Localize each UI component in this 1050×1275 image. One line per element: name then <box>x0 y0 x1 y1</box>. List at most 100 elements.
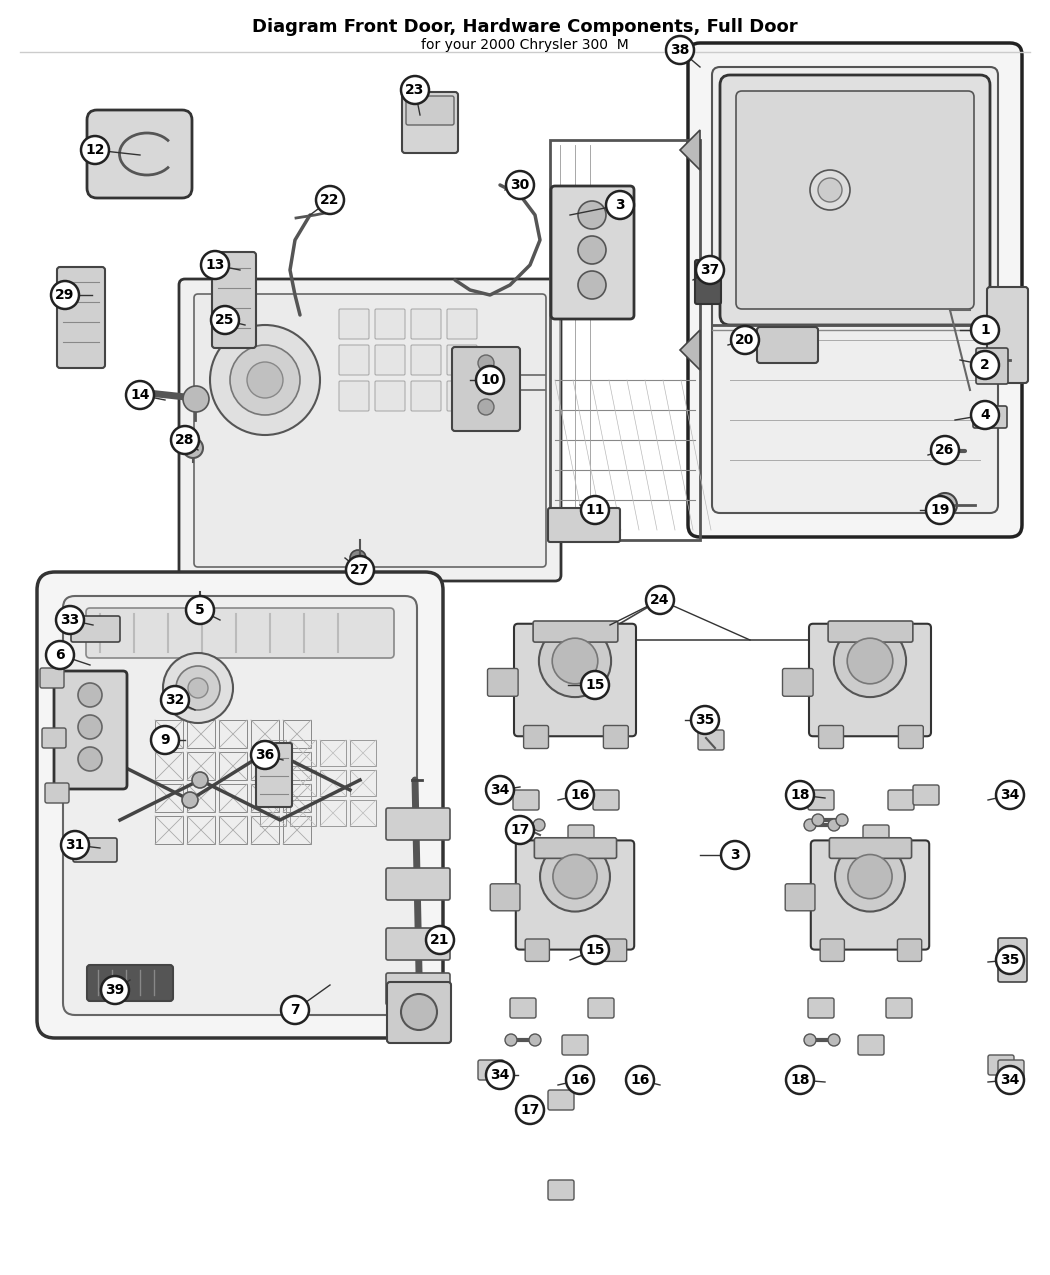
Circle shape <box>581 496 609 524</box>
FancyBboxPatch shape <box>757 326 818 363</box>
Text: 30: 30 <box>510 179 529 193</box>
Text: 31: 31 <box>65 838 85 852</box>
FancyBboxPatch shape <box>45 783 69 803</box>
Circle shape <box>505 1034 517 1046</box>
FancyBboxPatch shape <box>533 621 617 643</box>
Text: 18: 18 <box>791 1074 810 1088</box>
FancyBboxPatch shape <box>593 790 620 810</box>
FancyBboxPatch shape <box>212 252 256 348</box>
Circle shape <box>804 1034 816 1046</box>
Text: 34: 34 <box>1001 1074 1020 1088</box>
FancyBboxPatch shape <box>828 621 912 643</box>
Text: 3: 3 <box>730 848 740 862</box>
Text: 19: 19 <box>930 504 949 516</box>
Text: 24: 24 <box>650 593 670 607</box>
FancyBboxPatch shape <box>914 785 939 805</box>
Text: 16: 16 <box>570 1074 590 1088</box>
Circle shape <box>171 426 200 454</box>
Circle shape <box>804 819 816 831</box>
FancyBboxPatch shape <box>514 623 636 736</box>
FancyBboxPatch shape <box>551 186 634 319</box>
Circle shape <box>646 586 674 615</box>
Circle shape <box>848 854 892 899</box>
Circle shape <box>553 854 597 899</box>
FancyBboxPatch shape <box>510 998 536 1017</box>
FancyBboxPatch shape <box>819 725 843 748</box>
Circle shape <box>834 625 906 697</box>
FancyBboxPatch shape <box>720 75 990 325</box>
FancyBboxPatch shape <box>562 1035 588 1054</box>
FancyBboxPatch shape <box>375 346 405 375</box>
FancyBboxPatch shape <box>402 92 458 153</box>
FancyBboxPatch shape <box>57 266 105 368</box>
Circle shape <box>81 136 109 164</box>
Text: 11: 11 <box>585 504 605 516</box>
FancyBboxPatch shape <box>820 938 844 961</box>
Circle shape <box>46 641 74 669</box>
Text: 15: 15 <box>585 678 605 692</box>
FancyBboxPatch shape <box>973 405 1007 428</box>
Circle shape <box>210 325 320 435</box>
FancyBboxPatch shape <box>487 668 518 696</box>
FancyBboxPatch shape <box>339 309 369 339</box>
FancyBboxPatch shape <box>37 572 443 1038</box>
FancyBboxPatch shape <box>42 728 66 748</box>
Text: 18: 18 <box>791 788 810 802</box>
FancyBboxPatch shape <box>886 998 912 1017</box>
Text: 28: 28 <box>175 434 194 448</box>
Circle shape <box>666 36 694 64</box>
Circle shape <box>996 1066 1024 1094</box>
Circle shape <box>578 272 606 300</box>
Circle shape <box>971 402 999 428</box>
Text: 3: 3 <box>615 198 625 212</box>
Circle shape <box>478 377 493 393</box>
Text: 7: 7 <box>290 1003 300 1017</box>
Circle shape <box>696 256 724 284</box>
Circle shape <box>539 625 611 697</box>
FancyBboxPatch shape <box>375 381 405 411</box>
Circle shape <box>486 1061 514 1089</box>
Text: 15: 15 <box>585 944 605 958</box>
FancyBboxPatch shape <box>386 928 450 960</box>
Circle shape <box>188 678 208 697</box>
Circle shape <box>163 653 233 723</box>
FancyBboxPatch shape <box>54 671 127 789</box>
Circle shape <box>533 819 545 831</box>
FancyBboxPatch shape <box>976 348 1008 384</box>
FancyBboxPatch shape <box>863 825 889 845</box>
Text: 35: 35 <box>1001 952 1020 966</box>
FancyBboxPatch shape <box>63 595 417 1015</box>
Text: 34: 34 <box>1001 788 1020 802</box>
FancyBboxPatch shape <box>178 279 561 581</box>
Circle shape <box>182 792 198 808</box>
FancyBboxPatch shape <box>411 346 441 375</box>
Text: 26: 26 <box>936 442 954 456</box>
Circle shape <box>578 236 606 264</box>
Text: 6: 6 <box>56 648 65 662</box>
FancyBboxPatch shape <box>87 110 192 198</box>
Circle shape <box>540 842 610 912</box>
Circle shape <box>101 975 129 1003</box>
FancyBboxPatch shape <box>411 309 441 339</box>
Circle shape <box>509 819 521 831</box>
Circle shape <box>812 813 824 826</box>
Circle shape <box>786 782 814 810</box>
FancyBboxPatch shape <box>375 309 405 339</box>
Circle shape <box>931 436 959 464</box>
Circle shape <box>78 683 102 708</box>
FancyBboxPatch shape <box>525 938 549 961</box>
Circle shape <box>281 996 309 1024</box>
Text: 38: 38 <box>670 43 690 57</box>
Circle shape <box>566 1066 594 1094</box>
FancyBboxPatch shape <box>86 608 394 658</box>
Text: 17: 17 <box>510 822 529 836</box>
Circle shape <box>186 595 214 623</box>
Text: 1: 1 <box>980 323 990 337</box>
FancyBboxPatch shape <box>87 965 173 1001</box>
Circle shape <box>835 842 905 912</box>
Circle shape <box>176 666 220 710</box>
FancyBboxPatch shape <box>695 260 721 303</box>
FancyBboxPatch shape <box>588 998 614 1017</box>
Circle shape <box>251 741 279 769</box>
Circle shape <box>61 831 89 859</box>
